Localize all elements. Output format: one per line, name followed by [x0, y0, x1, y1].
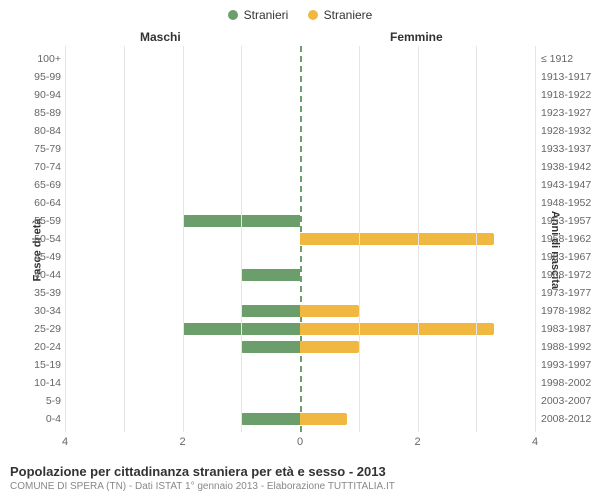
- legend-swatch-male: [228, 10, 238, 20]
- age-row: [65, 410, 535, 428]
- y-label-birth: 1963-1967: [541, 252, 596, 263]
- bar-male: [241, 305, 300, 318]
- x-gridline: [183, 46, 184, 432]
- age-row: [65, 302, 535, 320]
- y-label-age: 70-74: [6, 162, 61, 173]
- legend-item-female: Straniere: [308, 8, 373, 22]
- legend-label-female: Straniere: [324, 8, 373, 22]
- y-label-birth: 2008-2012: [541, 414, 596, 425]
- chart-title: Popolazione per cittadinanza straniera p…: [10, 464, 590, 479]
- age-row: [65, 338, 535, 356]
- bar-male: [241, 413, 300, 426]
- age-row: [65, 104, 535, 122]
- x-gridline: [124, 46, 125, 432]
- x-gridline: [476, 46, 477, 432]
- legend-swatch-female: [308, 10, 318, 20]
- y-label-age: 55-59: [6, 216, 61, 227]
- y-label-birth: 1928-1932: [541, 126, 596, 137]
- age-row: [65, 392, 535, 410]
- y-label-age: 80-84: [6, 126, 61, 137]
- legend-label-male: Stranieri: [244, 8, 289, 22]
- y-label-age: 25-29: [6, 324, 61, 335]
- bar-male: [241, 341, 300, 354]
- y-label-birth: 1923-1927: [541, 108, 596, 119]
- y-label-birth: 1958-1962: [541, 234, 596, 245]
- age-row: [65, 248, 535, 266]
- age-row: [65, 140, 535, 158]
- y-label-age: 45-49: [6, 252, 61, 263]
- y-label-birth: 1988-1992: [541, 342, 596, 353]
- y-label-age: 15-19: [6, 360, 61, 371]
- x-tick-label: 2: [414, 436, 420, 448]
- y-label-birth: 1993-1997: [541, 360, 596, 371]
- y-label-birth: ≤ 1912: [541, 54, 596, 65]
- y-label-birth: 1918-1922: [541, 90, 596, 101]
- y-label-age: 0-4: [6, 414, 61, 425]
- age-row: [65, 320, 535, 338]
- column-header-male: Maschi: [140, 30, 181, 44]
- y-label-birth: 1948-1952: [541, 198, 596, 209]
- bar-female: [300, 413, 347, 426]
- age-row: [65, 176, 535, 194]
- y-label-age: 50-54: [6, 234, 61, 245]
- y-label-birth: 1978-1982: [541, 306, 596, 317]
- y-label-age: 100+: [6, 54, 61, 65]
- bar-female: [300, 233, 494, 246]
- legend: Stranieri Straniere: [0, 8, 600, 23]
- y-label-age: 85-89: [6, 108, 61, 119]
- y-label-birth: 2003-2007: [541, 396, 596, 407]
- bar-female: [300, 305, 359, 318]
- x-tick-label: 4: [532, 436, 538, 448]
- age-row: [65, 194, 535, 212]
- age-row: [65, 86, 535, 104]
- y-label-age: 20-24: [6, 342, 61, 353]
- y-label-age: 95-99: [6, 72, 61, 83]
- y-label-age: 35-39: [6, 288, 61, 299]
- y-label-age: 75-79: [6, 144, 61, 155]
- column-header-female: Femmine: [390, 30, 443, 44]
- bar-female: [300, 341, 359, 354]
- x-gridline: [535, 46, 536, 432]
- chart-footer: Popolazione per cittadinanza straniera p…: [10, 464, 590, 492]
- y-label-age: 30-34: [6, 306, 61, 317]
- y-label-birth: 1938-1942: [541, 162, 596, 173]
- age-row: [65, 212, 535, 230]
- age-row: [65, 230, 535, 248]
- y-label-age: 5-9: [6, 396, 61, 407]
- y-label-age: 40-44: [6, 270, 61, 281]
- y-label-birth: 1933-1937: [541, 144, 596, 155]
- x-gridline: [359, 46, 360, 432]
- age-row: [65, 266, 535, 284]
- plot-area: [65, 46, 535, 432]
- y-label-birth: 1968-1972: [541, 270, 596, 281]
- x-gridline: [65, 46, 66, 432]
- age-row: [65, 68, 535, 86]
- age-row: [65, 374, 535, 392]
- chart-subtitle: COMUNE DI SPERA (TN) - Dati ISTAT 1° gen…: [10, 481, 590, 492]
- y-label-birth: 1913-1917: [541, 72, 596, 83]
- age-row: [65, 356, 535, 374]
- y-label-age: 10-14: [6, 378, 61, 389]
- y-label-birth: 1943-1947: [541, 180, 596, 191]
- legend-item-male: Stranieri: [228, 8, 289, 22]
- y-label-birth: 1953-1957: [541, 216, 596, 227]
- bar-female: [300, 323, 494, 336]
- y-label-age: 90-94: [6, 90, 61, 101]
- x-gridline: [418, 46, 419, 432]
- y-label-age: 65-69: [6, 180, 61, 191]
- age-row: [65, 284, 535, 302]
- bar-male: [241, 269, 300, 282]
- x-tick-label: 0: [297, 436, 303, 448]
- x-tick-label: 4: [62, 436, 68, 448]
- y-label-birth: 1973-1977: [541, 288, 596, 299]
- y-label-birth: 1998-2002: [541, 378, 596, 389]
- age-row: [65, 122, 535, 140]
- age-row: [65, 50, 535, 68]
- y-label-age: 60-64: [6, 198, 61, 209]
- age-row: [65, 158, 535, 176]
- x-gridline: [241, 46, 242, 432]
- x-tick-label: 2: [179, 436, 185, 448]
- y-label-birth: 1983-1987: [541, 324, 596, 335]
- rows-container: [65, 50, 535, 428]
